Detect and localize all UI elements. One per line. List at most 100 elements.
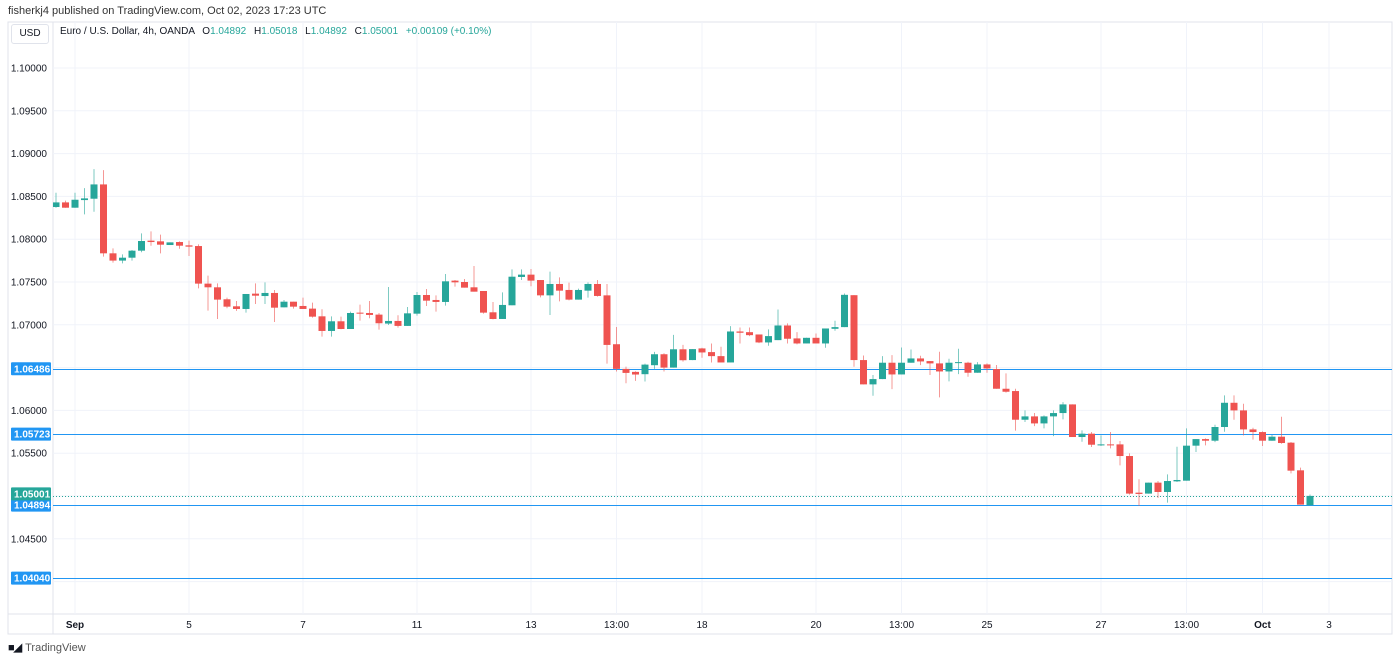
candle — [489, 301, 497, 320]
candle — [1116, 441, 1124, 466]
candle — [157, 234, 164, 254]
time-tick-label: 20 — [810, 620, 822, 631]
candle-body — [822, 328, 829, 344]
candle — [1278, 416, 1285, 444]
candle — [404, 306, 411, 326]
candle — [318, 309, 326, 337]
candle-body — [423, 295, 430, 301]
candle — [176, 241, 183, 249]
price-tick-label: 1.07500 — [11, 278, 48, 289]
candle — [1259, 431, 1266, 447]
candle-body — [480, 290, 487, 313]
currency-button[interactable]: USD — [11, 24, 49, 44]
candle-body — [755, 334, 763, 343]
candle-body — [242, 293, 250, 309]
candle — [1164, 474, 1171, 503]
candle-body — [337, 321, 345, 329]
time-tick-label: 25 — [981, 620, 993, 631]
candle-body — [299, 305, 307, 309]
level-price-label-bg — [11, 427, 51, 441]
candle — [708, 343, 715, 363]
candle-body — [518, 274, 525, 277]
candle — [394, 315, 402, 328]
time-tick-label: 5 — [186, 620, 192, 631]
candle-body — [660, 354, 668, 368]
time-tick-label: Sep — [66, 620, 84, 631]
candle-body — [1192, 439, 1200, 446]
candle-body — [280, 301, 288, 308]
candle — [1021, 410, 1029, 423]
price-tick-label: 1.10000 — [11, 64, 48, 75]
candle-body — [81, 198, 88, 201]
price-tick-label: 1.08500 — [11, 192, 48, 203]
candle-body — [138, 240, 145, 251]
tradingview-logo-icon: ■◢ — [8, 642, 22, 654]
candle — [1297, 467, 1304, 505]
candle — [907, 349, 915, 363]
candle — [1287, 441, 1295, 474]
candle — [860, 355, 867, 385]
candle-body — [147, 240, 155, 243]
candle — [879, 356, 886, 380]
candle — [385, 286, 392, 325]
candle-body — [157, 241, 164, 245]
candle — [584, 282, 592, 298]
time-tick-label: 11 — [412, 620, 423, 631]
time-tick-label: 3 — [1326, 620, 1332, 631]
candle-body — [1164, 481, 1171, 492]
candle-body — [565, 289, 573, 300]
close-label: C — [354, 26, 362, 37]
candle-body — [100, 184, 107, 254]
candle-body — [964, 362, 972, 373]
candle-body — [907, 358, 915, 363]
candle — [1012, 388, 1019, 431]
candle — [1107, 432, 1114, 449]
candle — [841, 293, 848, 328]
publisher-info: fisherkj4 published on TradingView.com, … — [8, 5, 327, 17]
tradingview-branding[interactable]: ■◢ TradingView — [8, 641, 86, 655]
candle — [746, 327, 753, 337]
candle — [1202, 438, 1209, 446]
candle-body — [717, 356, 725, 363]
candle — [689, 349, 696, 361]
candle-body — [1002, 388, 1010, 392]
candle — [556, 277, 563, 302]
level-price-label: 1.04894 — [14, 501, 51, 512]
candle — [252, 283, 259, 304]
candle — [822, 328, 829, 348]
time-tick-label: 7 — [300, 620, 306, 631]
candle-body — [90, 184, 98, 199]
price-tick-label: 1.07000 — [11, 320, 48, 331]
candle — [765, 329, 772, 346]
candle-body — [347, 312, 354, 329]
candle-body — [461, 282, 468, 288]
candle-body — [651, 354, 658, 366]
candle-body — [527, 274, 535, 281]
candle-body — [1116, 444, 1124, 457]
candle — [347, 311, 354, 329]
candle — [461, 279, 468, 288]
open-value: 1.04892 — [210, 26, 247, 37]
candle — [1240, 403, 1247, 436]
candle — [309, 302, 316, 318]
candle — [793, 332, 801, 345]
brand-name: TradingView — [25, 641, 86, 654]
price-tick-label: 1.05500 — [11, 449, 48, 460]
price-tick-label: 1.08000 — [11, 235, 48, 246]
chart-frame — [7, 21, 1393, 635]
candle — [537, 280, 544, 298]
candle-body — [195, 246, 202, 284]
candle-body — [1107, 444, 1114, 446]
candle-body — [1088, 433, 1095, 445]
candle — [290, 301, 297, 309]
candle — [71, 192, 79, 208]
candle-body — [176, 242, 183, 246]
candle-body — [584, 283, 592, 291]
candle-body — [926, 361, 934, 364]
candle — [423, 289, 430, 306]
candle — [432, 295, 440, 312]
candle-body — [1249, 429, 1257, 433]
candle-body — [1240, 410, 1247, 430]
candle — [945, 358, 953, 382]
